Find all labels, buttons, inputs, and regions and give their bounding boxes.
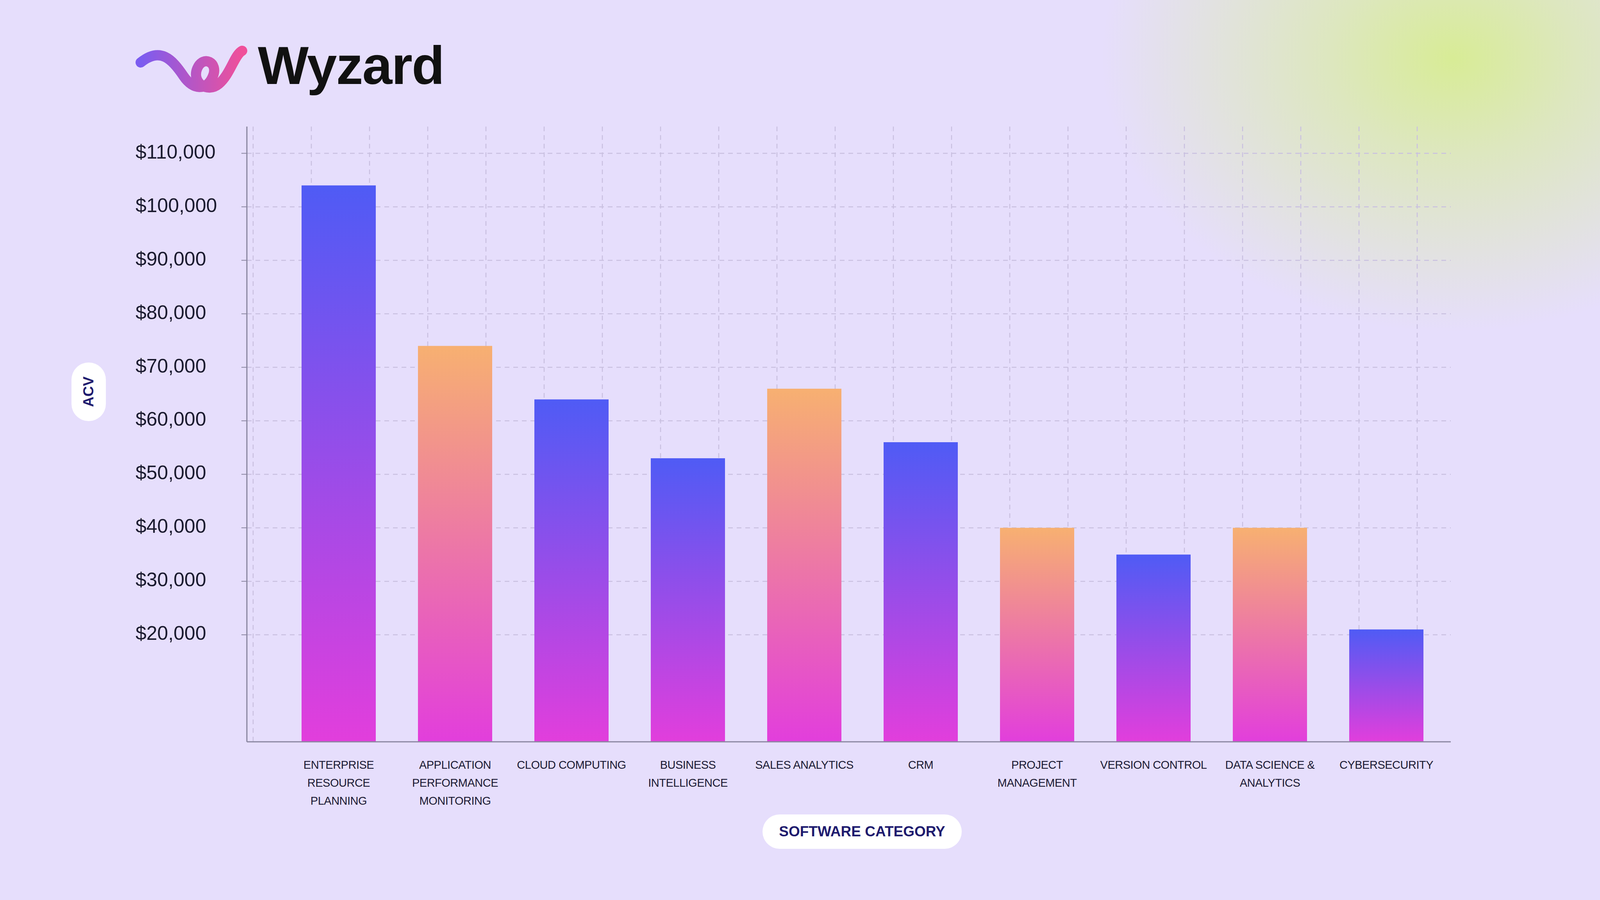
bar [1349, 629, 1424, 742]
y-tick [241, 527, 247, 529]
logo-icon [140, 50, 243, 88]
bar [417, 346, 493, 742]
bar [650, 458, 725, 742]
h-grid-line [246, 313, 1451, 315]
y-tick-label: $90,000 [135, 248, 207, 270]
y-tick-label: $30,000 [135, 568, 207, 591]
y-tick [241, 420, 247, 422]
x-tick-label: BUSINESS INTELLIGENCE [631, 755, 745, 792]
y-tick [241, 366, 247, 368]
y-axis-line [246, 126, 248, 742]
y-tick-label: $50,000 [135, 461, 207, 484]
y-tick-label: $80,000 [135, 301, 207, 324]
y-tick [241, 259, 247, 261]
y-tick [241, 152, 247, 154]
x-tick-label: ENTERPRISE RESOURCE PLANNING [282, 755, 396, 810]
x-axis-line [246, 741, 1451, 743]
bar [767, 388, 842, 742]
h-grid-line [246, 259, 1451, 261]
y-tick-label: $100,000 [135, 194, 218, 217]
y-axis-label: ACV [71, 362, 106, 422]
y-tick-label: $20,000 [135, 622, 207, 645]
x-tick-label: CYBERSECURITY [1329, 755, 1443, 774]
v-grid-line [252, 126, 254, 742]
y-tick [241, 473, 247, 475]
bar [1116, 554, 1191, 742]
x-tick-label: APPLICATION PERFORMANCE MONITORING [398, 755, 512, 810]
h-grid-line [246, 206, 1451, 208]
bar [1232, 527, 1308, 742]
y-tick [241, 580, 247, 582]
bar [1000, 527, 1075, 742]
x-tick-label: SALES ANALYTICS [747, 755, 861, 774]
bar [534, 399, 609, 742]
grid [246, 126, 1451, 742]
bar [301, 185, 376, 742]
y-tick [241, 206, 247, 208]
brand-name: Wyzard [257, 34, 444, 97]
x-tick-label: CLOUD COMPUTING [514, 755, 629, 774]
y-tick [241, 313, 247, 315]
bar [883, 442, 958, 742]
x-tick-label: PROJECT MANAGEMENT [980, 755, 1094, 792]
y-tick-label: $70,000 [135, 355, 207, 377]
y-tick-label: $110,000 [135, 141, 216, 163]
h-grid-line [246, 152, 1451, 154]
bars [301, 185, 1424, 742]
x-tick-label: VERSION CONTROL [1096, 755, 1211, 774]
y-tick [241, 634, 247, 636]
x-tick-label: DATA SCIENCE & ANALYTICS [1213, 755, 1327, 792]
y-tick-label: $40,000 [135, 515, 207, 538]
x-tick-label: CRM [864, 755, 978, 774]
x-axis-label: SOFTWARE CATEGORY [762, 814, 962, 849]
y-tick-label: $60,000 [135, 408, 207, 431]
